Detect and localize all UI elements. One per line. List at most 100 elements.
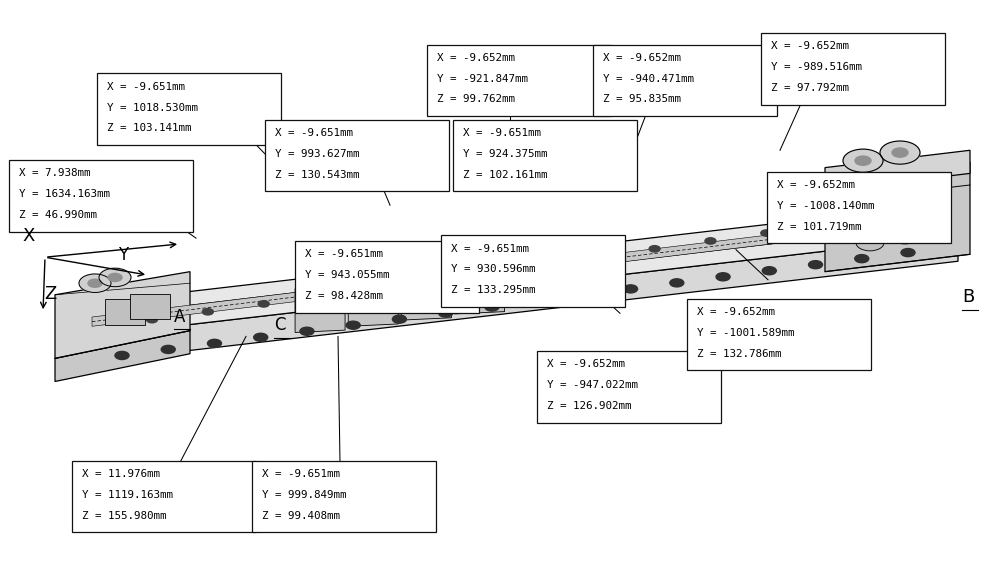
Circle shape [161, 346, 175, 354]
Text: Y = 1018.530mm: Y = 1018.530mm [107, 102, 198, 113]
Circle shape [202, 309, 213, 315]
Circle shape [88, 279, 102, 287]
Circle shape [99, 268, 131, 287]
FancyBboxPatch shape [761, 33, 945, 105]
Text: Z = 130.543mm: Z = 130.543mm [275, 169, 360, 180]
Polygon shape [55, 331, 190, 381]
Text: Z: Z [44, 284, 56, 303]
Polygon shape [401, 274, 451, 320]
Text: X = -9.652mm: X = -9.652mm [437, 53, 515, 63]
Circle shape [300, 327, 314, 335]
Text: Y = 1119.163mm: Y = 1119.163mm [82, 490, 173, 500]
FancyBboxPatch shape [537, 351, 721, 423]
Text: X = -9.652mm: X = -9.652mm [697, 307, 775, 317]
Text: X = -9.651mm: X = -9.651mm [463, 128, 541, 138]
Text: Y = 999.849mm: Y = 999.849mm [262, 490, 347, 500]
Circle shape [817, 222, 828, 228]
Circle shape [537, 261, 548, 268]
Circle shape [901, 249, 915, 257]
Text: Y = -989.516mm: Y = -989.516mm [771, 62, 862, 72]
Text: X = -9.651mm: X = -9.651mm [107, 81, 185, 92]
Text: Z = 132.786mm: Z = 132.786mm [697, 349, 782, 359]
Polygon shape [72, 202, 958, 338]
Circle shape [254, 334, 268, 342]
Circle shape [670, 279, 684, 287]
Text: B: B [962, 288, 974, 306]
FancyBboxPatch shape [105, 299, 145, 325]
Circle shape [705, 238, 716, 244]
Circle shape [761, 230, 772, 236]
Circle shape [856, 235, 884, 251]
Text: X = -9.652mm: X = -9.652mm [777, 180, 855, 190]
Text: Z = 99.762mm: Z = 99.762mm [437, 94, 515, 105]
Circle shape [809, 261, 823, 269]
Circle shape [649, 246, 660, 252]
Text: X: X [22, 227, 34, 245]
Text: X = -9.651mm: X = -9.651mm [451, 243, 529, 254]
FancyBboxPatch shape [767, 172, 951, 243]
Circle shape [346, 321, 360, 329]
FancyBboxPatch shape [453, 120, 637, 191]
Text: Y = -921.847mm: Y = -921.847mm [437, 73, 528, 84]
Text: Z = 97.792mm: Z = 97.792mm [771, 83, 849, 93]
Text: X = 11.976mm: X = 11.976mm [82, 469, 160, 479]
Polygon shape [55, 272, 190, 358]
Text: Y = 1634.163mm: Y = 1634.163mm [19, 189, 110, 199]
Circle shape [482, 269, 493, 276]
Circle shape [79, 274, 111, 292]
Text: X = -9.652mm: X = -9.652mm [771, 41, 849, 51]
Text: Z = 126.902mm: Z = 126.902mm [547, 401, 632, 411]
Text: Z = 103.141mm: Z = 103.141mm [107, 123, 192, 134]
FancyBboxPatch shape [441, 235, 625, 307]
Polygon shape [72, 236, 958, 364]
Text: Y: Y [118, 246, 128, 265]
FancyBboxPatch shape [593, 45, 777, 116]
Polygon shape [825, 150, 970, 191]
Circle shape [624, 285, 638, 293]
Polygon shape [348, 280, 398, 326]
Text: X = -9.651mm: X = -9.651mm [305, 249, 383, 260]
FancyBboxPatch shape [72, 461, 256, 532]
Text: X = -9.651mm: X = -9.651mm [275, 128, 353, 138]
Text: Y = 943.055mm: Y = 943.055mm [305, 270, 390, 280]
Circle shape [593, 254, 604, 260]
Circle shape [370, 285, 381, 291]
Text: Z = 101.719mm: Z = 101.719mm [777, 221, 862, 232]
Text: Z = 98.428mm: Z = 98.428mm [305, 291, 383, 301]
Circle shape [855, 254, 869, 262]
Circle shape [892, 148, 908, 157]
Circle shape [207, 339, 221, 347]
Text: C: C [274, 316, 286, 334]
Circle shape [872, 214, 884, 220]
Text: Y = -947.022mm: Y = -947.022mm [547, 380, 638, 390]
Text: Z = 95.835mm: Z = 95.835mm [603, 94, 681, 105]
Text: Y = 930.596mm: Y = 930.596mm [451, 264, 536, 275]
Circle shape [577, 291, 591, 299]
Circle shape [880, 141, 920, 164]
Text: X = -9.651mm: X = -9.651mm [262, 469, 340, 479]
Circle shape [531, 297, 545, 305]
FancyBboxPatch shape [295, 241, 479, 313]
Text: Z = 99.408mm: Z = 99.408mm [262, 510, 340, 521]
Circle shape [439, 309, 453, 317]
Circle shape [146, 317, 158, 323]
Text: Z = 133.295mm: Z = 133.295mm [451, 285, 536, 295]
Circle shape [392, 315, 406, 323]
Circle shape [108, 273, 122, 281]
Circle shape [855, 156, 871, 165]
Text: X = -9.652mm: X = -9.652mm [603, 53, 681, 63]
Text: Y = -1008.140mm: Y = -1008.140mm [777, 201, 874, 211]
Text: Z = 102.161mm: Z = 102.161mm [463, 169, 548, 180]
Circle shape [426, 277, 437, 283]
Polygon shape [92, 214, 938, 326]
FancyBboxPatch shape [687, 299, 871, 370]
Circle shape [716, 273, 730, 281]
Circle shape [485, 303, 499, 311]
Text: A: A [174, 307, 185, 326]
Text: Z = 46.990mm: Z = 46.990mm [19, 210, 97, 220]
Circle shape [314, 293, 325, 299]
FancyBboxPatch shape [265, 120, 449, 191]
FancyBboxPatch shape [252, 461, 436, 532]
Circle shape [115, 351, 129, 360]
Text: Y = -940.471mm: Y = -940.471mm [603, 73, 694, 84]
